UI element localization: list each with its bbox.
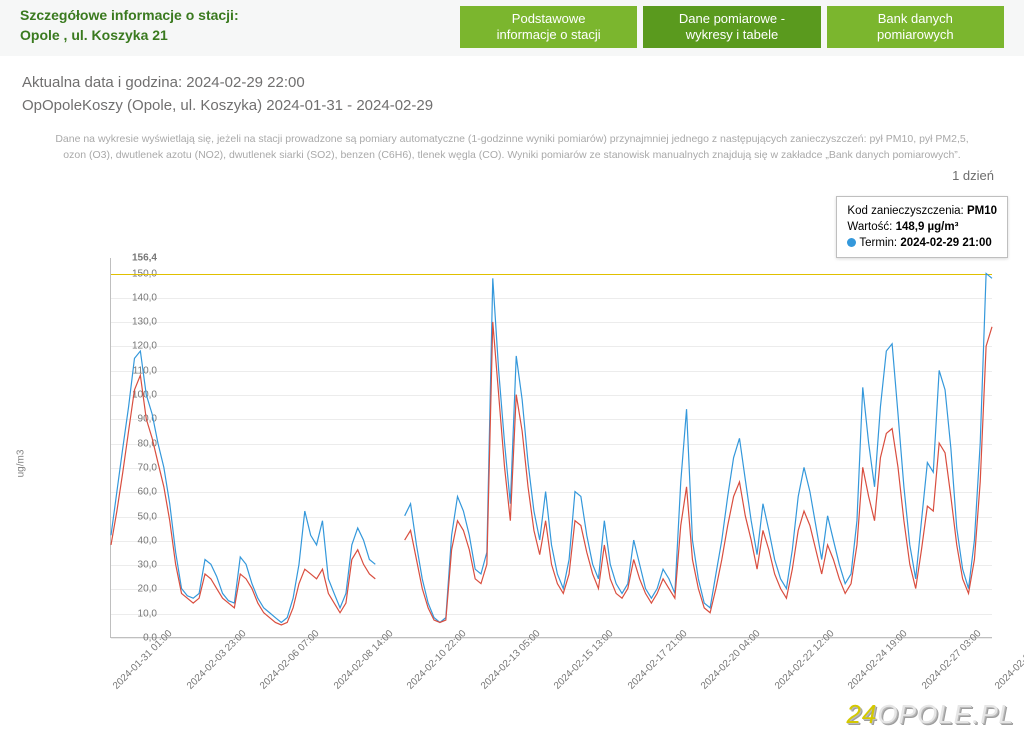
tooltip-label: Wartość: (847, 221, 892, 233)
current-datetime: Aktualna data i godzina: 2024-02-29 22:0… (22, 74, 1002, 91)
tooltip-label: Kod zanieczyszczenia: (847, 205, 963, 217)
watermark-prefix: 24 (846, 699, 877, 729)
title-prefix: Szczegółowe informacje o stacji: (20, 6, 460, 26)
tooltip-value: 2024-02-29 21:00 (900, 237, 991, 249)
tooltip-label: Termin: (859, 237, 897, 249)
tab-basic-info[interactable]: Podstawowe informacje o stacji (460, 6, 637, 48)
station-range: OpOpoleKoszy (Opole, ul. Koszyka) 2024-0… (22, 97, 1002, 114)
series-dot-icon (847, 238, 856, 247)
tooltip-value: 148,9 µg/m³ (896, 221, 959, 233)
tab-databank[interactable]: Bank danych pomiarowych (827, 6, 1004, 48)
chart-note: Dane na wykresie wyświetlają się, jeżeli… (0, 124, 1024, 164)
chart-tooltip: Kod zanieczyszczenia: PM10 Wartość: 148,… (836, 196, 1008, 258)
tabs: Podstawowe informacje o stacji Dane pomi… (460, 6, 1004, 48)
tab-label: Dane pomiarowe - (651, 11, 812, 27)
tab-label: wykresy i tabele (651, 27, 812, 43)
period-label: 1 dzień (952, 168, 994, 183)
tab-label: Bank danych (835, 11, 996, 27)
tab-label: Podstawowe (468, 11, 629, 27)
time-series-chart[interactable]: ug/m3 0,010,020,030,040,050,060,070,080,… (62, 258, 1002, 658)
chart-lines (111, 258, 992, 637)
watermark-main: OPOLE (877, 699, 972, 729)
title-station: Opole , ul. Koszyka 21 (20, 26, 460, 46)
watermark-suffix: .PL (972, 699, 1014, 729)
watermark: 24OPOLE.PL (846, 699, 1014, 730)
station-title: Szczegółowe informacje o stacji: Opole ,… (20, 6, 460, 45)
x-tick: 2024-02-29 22:00 (993, 628, 1024, 692)
tab-label: informacje o stacji (468, 27, 629, 43)
tab-label: pomiarowych (835, 27, 996, 43)
tab-measurements[interactable]: Dane pomiarowe - wykresy i tabele (643, 6, 820, 48)
series-pm10 (111, 273, 992, 622)
series-pm2.5 (111, 322, 992, 625)
tooltip-value: PM10 (967, 205, 997, 217)
y-axis-label: ug/m3 (15, 450, 26, 478)
